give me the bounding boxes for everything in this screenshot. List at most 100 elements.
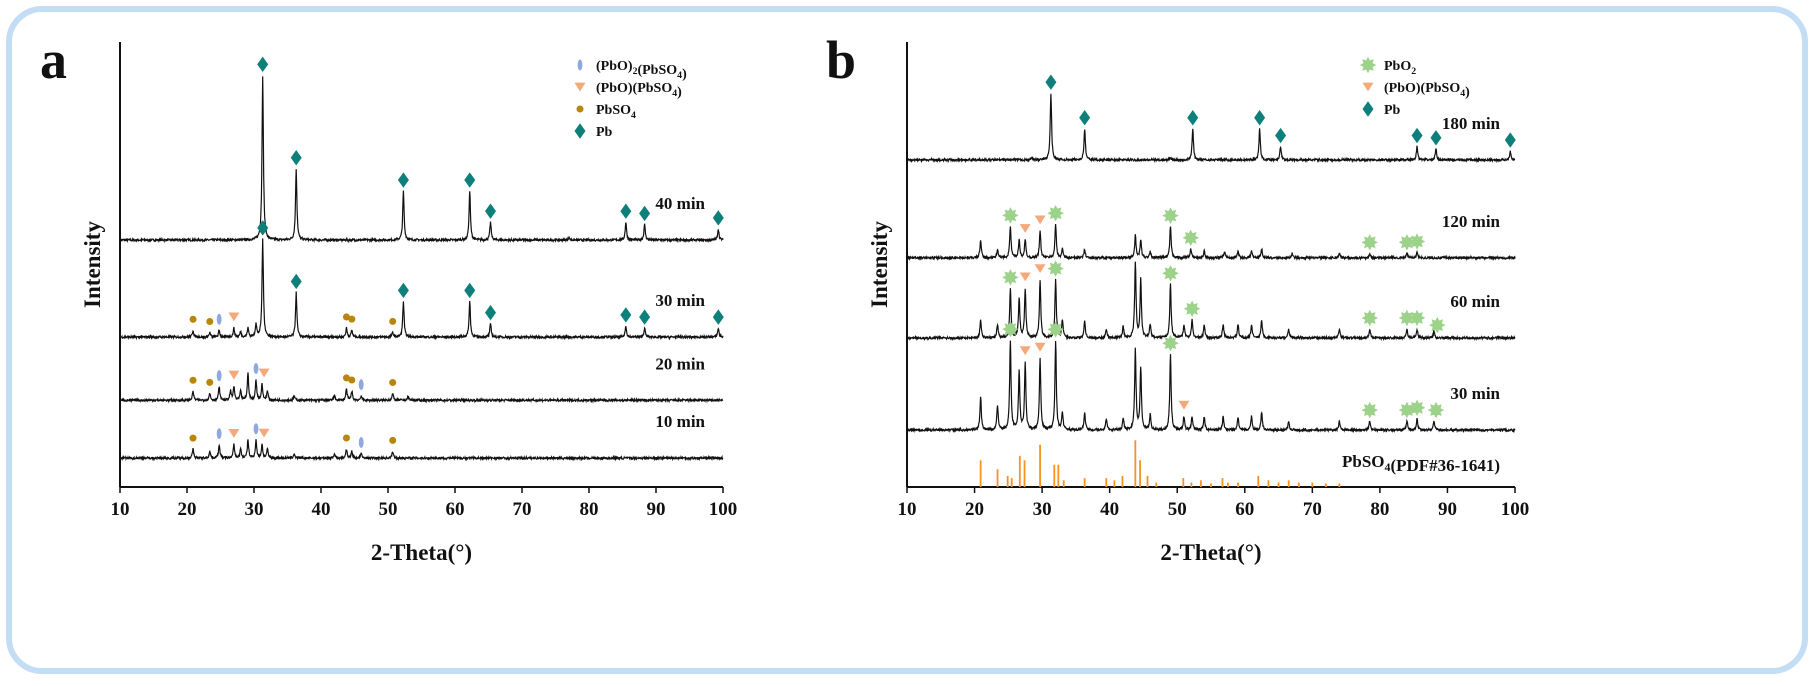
xrd-curve xyxy=(119,238,724,341)
series-label: 40 min xyxy=(655,194,705,213)
x-tick-label: 40 xyxy=(1100,499,1119,520)
subscript: 4 xyxy=(677,70,682,81)
pb-diamond-marker xyxy=(620,307,632,323)
xrd-curve xyxy=(119,439,724,462)
pbo2-star-marker xyxy=(1398,234,1416,251)
pbo2-star-marker xyxy=(1408,309,1426,327)
legend-label: (PbO)(PbSO4) xyxy=(1384,81,1470,100)
pb-diamond-marker xyxy=(290,273,302,290)
pattern-30-min: 30 min xyxy=(119,220,724,341)
series-label: 180 min xyxy=(1442,114,1501,133)
pb-diamond-marker xyxy=(1254,110,1266,126)
pbso4-circle-marker xyxy=(576,105,584,113)
pattern-30-min: 30 min xyxy=(906,320,1516,434)
pbso4-circle-marker xyxy=(206,378,214,386)
pbo-pbso4-triangle-marker xyxy=(1178,400,1190,410)
x-tick-label: 70 xyxy=(513,499,532,520)
pbo2-star-marker xyxy=(1002,269,1019,286)
x-tick-label: 30 xyxy=(1033,499,1052,520)
pattern-180-min: 180 min xyxy=(906,74,1516,164)
pbo-pbso4-triangle-marker xyxy=(228,312,240,322)
text-span: (PbO) xyxy=(596,59,633,74)
panel-label: a xyxy=(40,30,67,90)
text-span: PbO xyxy=(1384,59,1411,74)
pbso4-circle-marker xyxy=(389,379,397,387)
pbo2-star-marker xyxy=(1047,205,1064,222)
pbso4-circle-marker xyxy=(389,436,397,444)
pbo2-pbso4-ellipse-marker xyxy=(216,313,222,325)
pb-diamond-marker xyxy=(620,203,632,219)
xrd-curve xyxy=(906,261,1516,342)
x-axis-label: 2-Theta(°) xyxy=(371,540,472,565)
pattern-120-min: 120 min xyxy=(906,205,1516,262)
subscript: 2 xyxy=(1411,66,1416,77)
pbo2-star-marker xyxy=(1047,321,1064,338)
pbo-pbso4-triangle-marker xyxy=(228,429,240,438)
pb-diamond-marker xyxy=(712,309,724,325)
x-tick-label: 90 xyxy=(1438,499,1457,520)
pb-diamond-marker xyxy=(639,205,651,222)
pattern-60-min: 60 min xyxy=(906,260,1516,342)
pb-diamond-marker xyxy=(1504,132,1516,148)
pb-diamond-marker xyxy=(485,203,497,219)
subscript: 4 xyxy=(631,110,636,121)
series-label: 30 min xyxy=(655,291,705,310)
series-label: 60 min xyxy=(1450,292,1500,311)
x-tick-label: 10 xyxy=(898,499,917,520)
pb-diamond-marker xyxy=(574,123,586,139)
pbo-pbso4-triangle-marker xyxy=(574,82,586,92)
panel-b: b 10 20 30 40 50 60 70 80 90 100 2-Theta(°) Intensit… xyxy=(826,30,1529,565)
pb-diamond-marker xyxy=(1362,101,1374,117)
pbo2-star-marker xyxy=(1398,309,1416,327)
pb-diamond-marker xyxy=(1275,127,1287,144)
subscript: 4 xyxy=(1385,460,1391,474)
pb-diamond-marker xyxy=(290,150,302,166)
pb-diamond-marker xyxy=(397,172,409,188)
x-tick-label: 40 xyxy=(312,499,331,520)
pbo2-pbso4-ellipse-marker xyxy=(577,59,583,71)
text-span: PbSO xyxy=(1342,452,1385,471)
pbo2-pbso4-ellipse-marker xyxy=(216,428,222,440)
x-tick-label: 60 xyxy=(1235,499,1254,520)
subscript: 2 xyxy=(633,66,638,77)
pb-diamond-marker xyxy=(712,210,724,226)
pbso4-circle-marker xyxy=(189,315,197,323)
xrd-curve xyxy=(906,93,1516,164)
pbso4-circle-marker xyxy=(206,317,214,325)
subscript: 4 xyxy=(672,88,677,99)
pbo2-pbso4-ellipse-marker xyxy=(358,437,364,449)
pbo2-star-marker xyxy=(1408,399,1426,417)
text-span: (PbO)(PbSO xyxy=(596,81,672,96)
pattern-20-min: 20 min xyxy=(119,354,724,404)
legend-label: PbO2 xyxy=(1384,59,1416,77)
reference-label: PbSO4(PDF#36-1641) xyxy=(1342,452,1500,475)
text-span: (PbO)(PbSO xyxy=(1384,81,1460,96)
pbo-pbso4-triangle-marker xyxy=(258,428,270,438)
legend-label: Pb xyxy=(596,125,613,140)
pb-diamond-marker xyxy=(397,282,409,299)
text-span: (PDF#36-1641) xyxy=(1390,456,1500,475)
pbo-pbso4-triangle-marker xyxy=(1019,224,1031,233)
pbo2-star-marker xyxy=(1002,207,1019,224)
y-axis-label: Intensity xyxy=(80,221,105,308)
xrd-curve xyxy=(119,76,724,244)
pbo2-star-marker xyxy=(1183,300,1201,317)
text-span: Pb xyxy=(1384,103,1401,118)
subscript: 4 xyxy=(1460,88,1465,99)
text-span: (PbSO xyxy=(637,63,677,78)
pbo2-pbso4-ellipse-marker xyxy=(358,379,364,391)
pb-diamond-marker xyxy=(1187,110,1199,126)
pbso4-circle-marker xyxy=(189,376,197,384)
pbo2-star-marker xyxy=(1162,265,1179,282)
pbo2-star-marker xyxy=(1162,334,1179,352)
pbo-pbso4-triangle-marker xyxy=(1019,272,1031,282)
pb-diamond-marker xyxy=(1430,130,1442,146)
text-span: ) xyxy=(1465,85,1470,100)
pbo2-star-marker xyxy=(1429,316,1446,334)
legend-label: Pb xyxy=(1384,103,1401,118)
series-label: 30 min xyxy=(1450,384,1500,403)
legend-label: PbSO4 xyxy=(596,103,636,121)
text-span: PbSO xyxy=(596,103,631,118)
x-tick-label: 50 xyxy=(1168,499,1187,520)
